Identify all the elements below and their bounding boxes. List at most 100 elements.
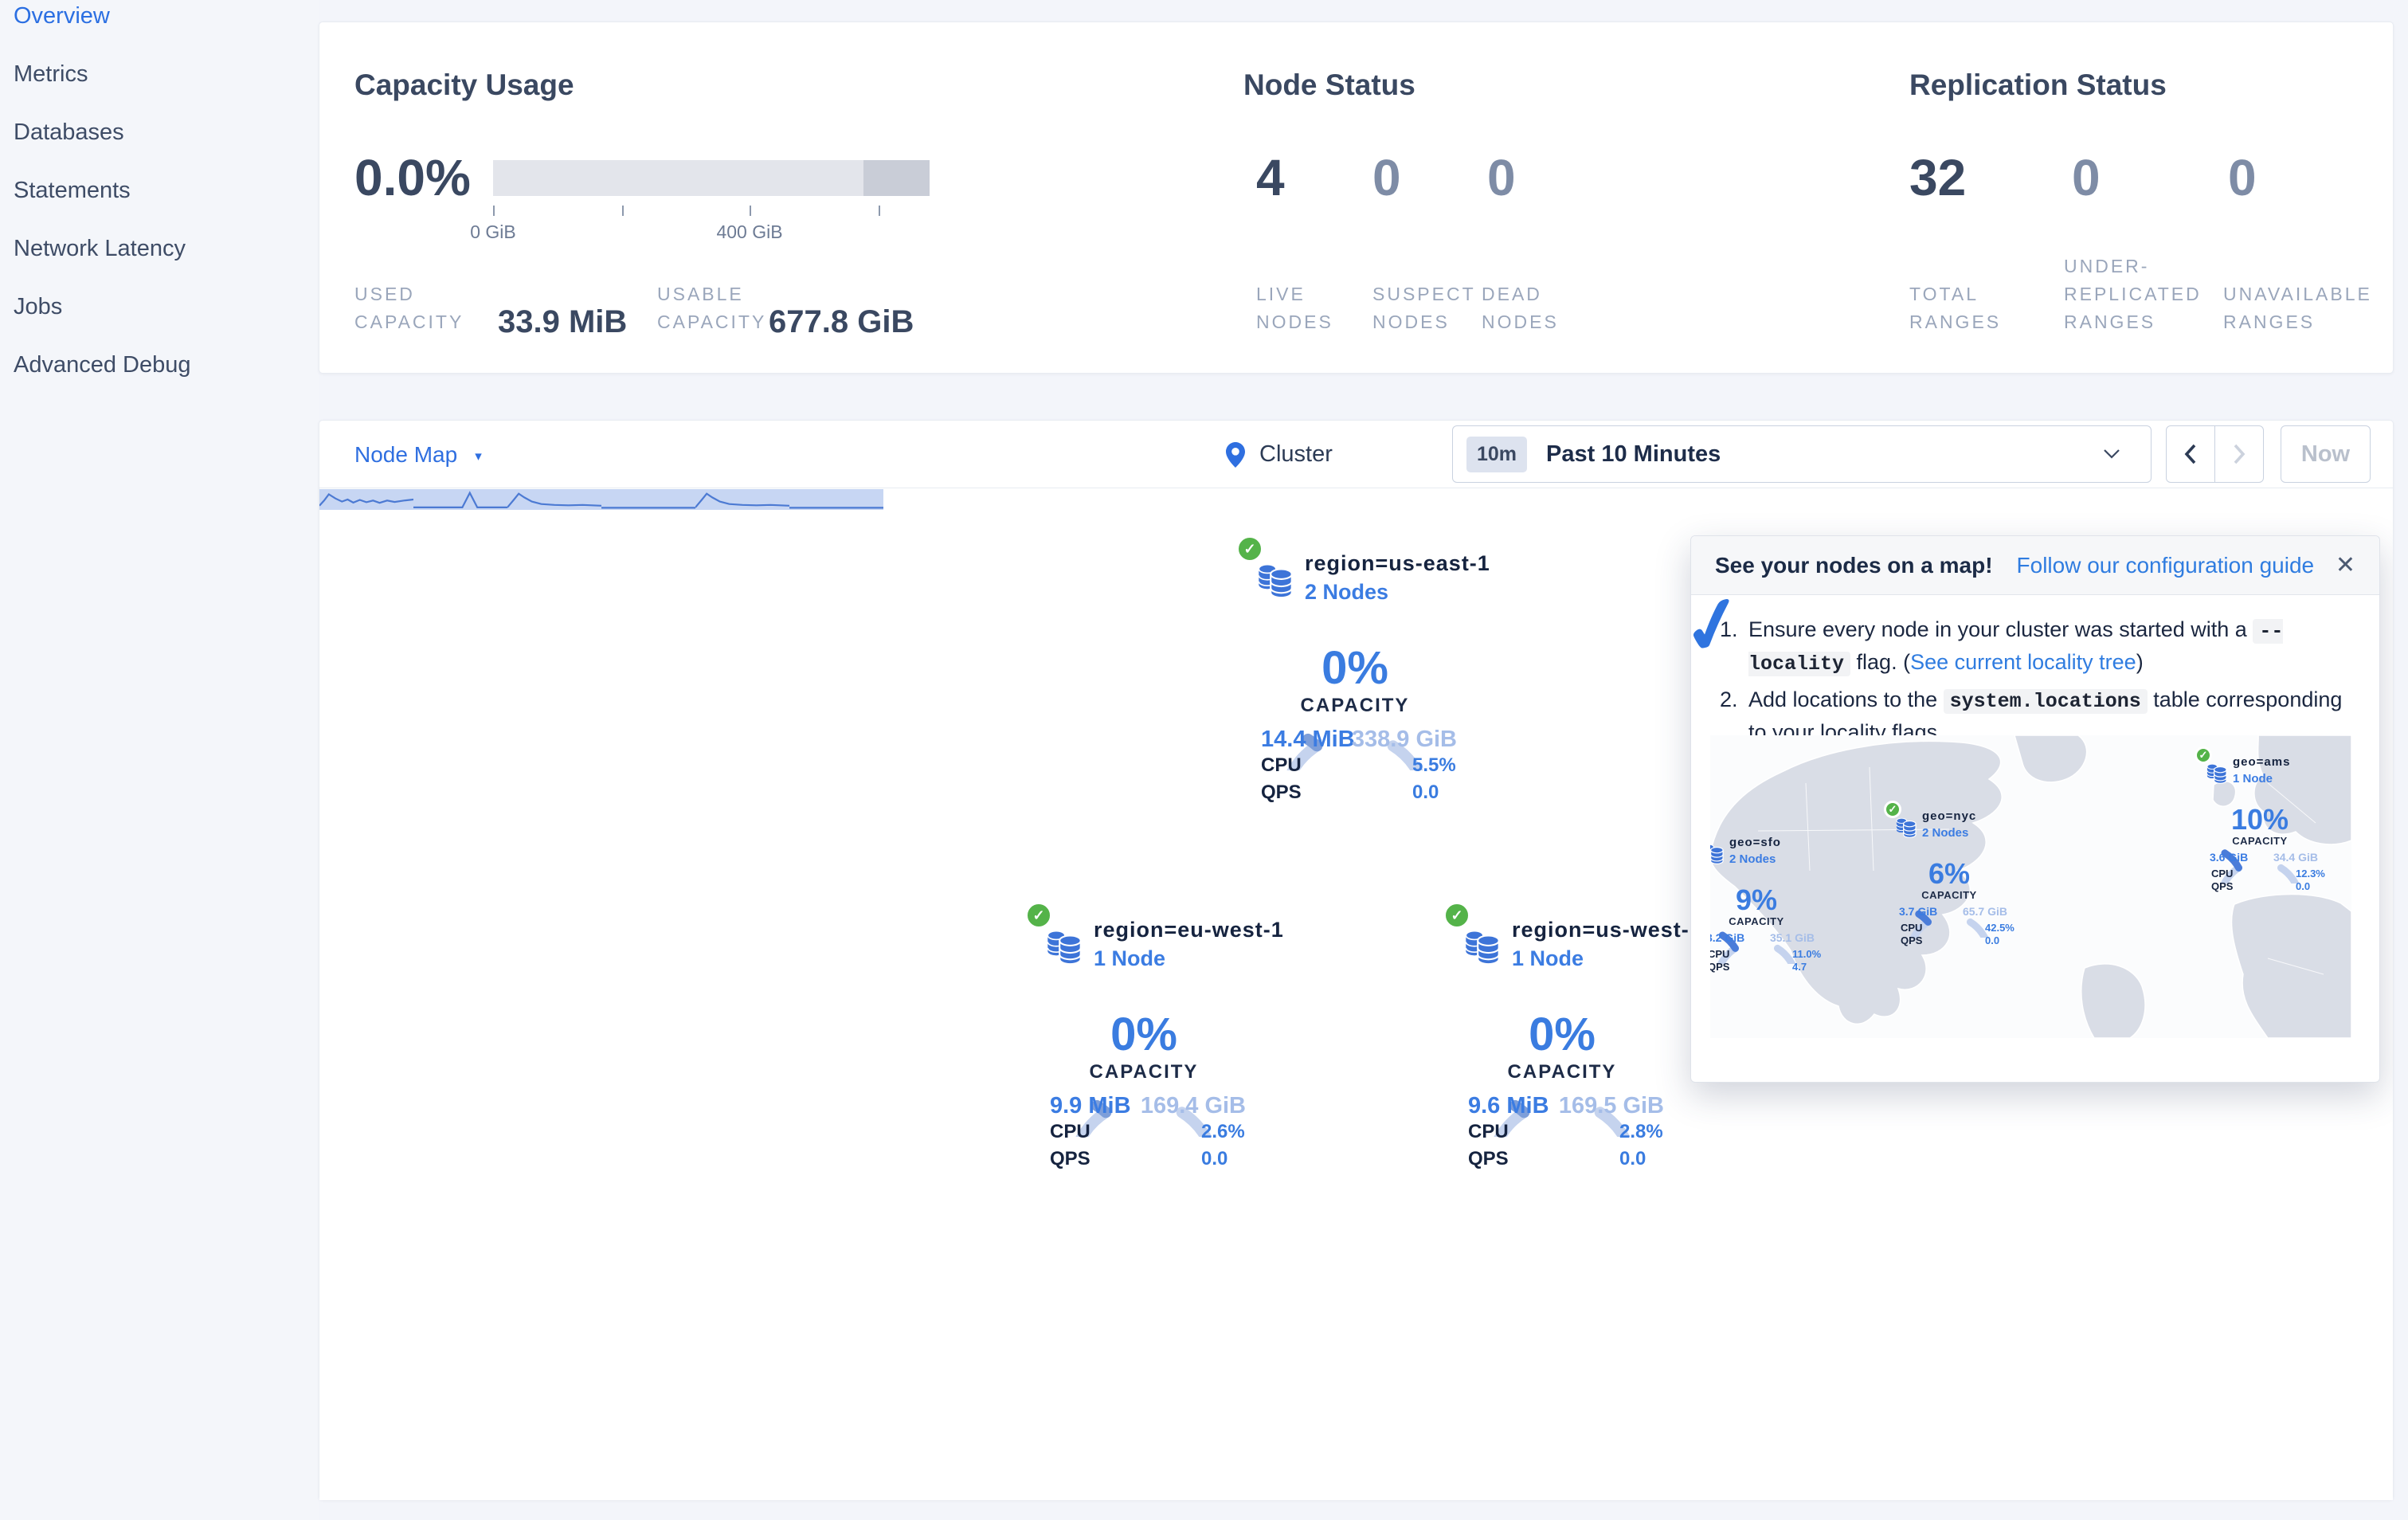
database-icon [1256, 559, 1294, 602]
healthy-check-badge: ✓ [2195, 746, 2212, 764]
sidebar-item-jobs[interactable]: Jobs [14, 294, 63, 319]
capacity-gauge-label: CAPACITY [1921, 889, 1977, 901]
world-map-image [1710, 735, 2351, 1038]
used-capacity-value: 9.6 MiB [1468, 1093, 1549, 1118]
time-range-dropdown[interactable]: 10m Past 10 Minutes [1452, 425, 2152, 483]
nodes-link[interactable]: 1 Node [1512, 946, 1584, 970]
healthy-check-badge: ✓ [1884, 801, 1901, 818]
summary-panel: Capacity Usage 0.0% 0 GiB 400 GiB USED CA… [319, 22, 2394, 374]
usable-capacity-value: 169.4 GiB [1140, 1093, 1246, 1118]
chevron-right-icon [2234, 444, 2246, 464]
locality-label: geo=sfo [1729, 836, 1781, 849]
usable-capacity-label: USABLE CAPACITY [657, 284, 767, 332]
capacity-percent: 0% [1321, 642, 1388, 694]
capacity-percent: 0% [1110, 1009, 1177, 1060]
capacity-gauge [1286, 733, 1423, 770]
replication-status-title: Replication Status [1909, 69, 2167, 101]
usable-capacity-value: 65.7 GiB [1962, 905, 2007, 918]
capacity-percent: 0% [1529, 1009, 1596, 1060]
capacity-usage-percent: 0.0% [354, 149, 471, 206]
used-capacity-value: 3.2 GiB [1710, 931, 1745, 944]
qps-label: QPS [1261, 782, 1302, 803]
sidebar-item-metrics[interactable]: Metrics [14, 61, 88, 87]
qps-value: 0.0 [1201, 1148, 1228, 1169]
time-range-badge: 10m [1466, 436, 1528, 472]
healthy-check-badge: ✓ [1025, 902, 1052, 929]
capacity-gauge [1075, 1099, 1212, 1137]
used-capacity-value: 3.6 GiB [2210, 851, 2249, 864]
replication-stat-label: TOTAL RANGES [1909, 284, 2002, 332]
cpu-label: CPU [1710, 948, 1730, 960]
node-status-stat-label: SUSPECT NODES [1372, 284, 1476, 332]
qps-sparkline [601, 489, 695, 510]
capacity-usage-bar [493, 160, 930, 196]
capacity-gauge-label: CAPACITY [1729, 915, 1784, 927]
popup-title: See your nodes on a map! [1715, 552, 1993, 578]
sidebar-item-network-latency[interactable]: Network Latency [14, 236, 186, 261]
used-capacity-value: 33.9 MiB [498, 304, 628, 339]
node-status-stat-value: 0 [1372, 149, 1401, 206]
nodes-link[interactable]: 1 Node [2233, 772, 2273, 785]
capacity-gauge [1909, 910, 1989, 938]
time-next-button[interactable] [2214, 425, 2264, 483]
popup-step-1: 1. Ensure every node in your cluster was … [1720, 614, 2355, 680]
breadcrumb: Cluster [1226, 421, 1333, 488]
nodes-link[interactable]: 2 Nodes [1922, 826, 1969, 840]
used-capacity-value: 9.9 MiB [1050, 1093, 1131, 1118]
usable-capacity-value: 34.4 GiB [2273, 851, 2318, 864]
usable-capacity-value: 677.8 GiB [769, 304, 914, 339]
capacity-axis-tick-label: 400 GiB [716, 221, 783, 242]
node-map-area: See your nodes on a map! Follow our conf… [319, 489, 2393, 1500]
capacity-gauge [2220, 849, 2300, 883]
qps-value: 0.0 [2296, 880, 2311, 892]
locality-label: region=us-west-1 [1512, 918, 1702, 942]
view-selector-label: Node Map [354, 441, 458, 467]
view-selector-dropdown[interactable]: Node Map ▾ [354, 421, 482, 488]
capacity-gauge-label: CAPACITY [1300, 695, 1410, 716]
popup-header: See your nodes on a map! Follow our conf… [1691, 536, 2379, 595]
qps-value: 4.7 [1792, 961, 1807, 973]
nodes-link[interactable]: 2 Nodes [1305, 580, 1389, 604]
node-status-stat-value: 4 [1256, 149, 1285, 206]
cpu-value: 2.8% [1619, 1121, 1663, 1142]
replication-stat-value: 32 [1909, 149, 1967, 206]
sidebar-item-overview[interactable]: Overview [14, 3, 110, 29]
locality-tree-link[interactable]: See current locality tree [1910, 650, 2136, 674]
sidebar-item-databases[interactable]: Databases [14, 119, 124, 145]
configuration-guide-link[interactable]: Follow our configuration guide [2016, 552, 2315, 578]
capacity-percent: 10% [2230, 803, 2289, 836]
chevron-left-icon [2184, 444, 2196, 464]
sidebar-item-advanced-debug[interactable]: Advanced Debug [14, 352, 191, 378]
qps-value: 0.0 [1619, 1148, 1646, 1169]
cpu-sparkline [695, 489, 790, 510]
node-status-title: Node Status [1243, 69, 1415, 101]
capacity-axis-tick [493, 206, 495, 216]
sidebar-item-statements[interactable]: Statements [14, 178, 131, 203]
now-button[interactable]: Now [2281, 425, 2371, 483]
locality-label: region=us-east-1 [1305, 551, 1490, 575]
popup-step-2: 2. Add locations to the system.locations … [1720, 684, 2355, 747]
node-map-config-popup: See your nodes on a map! Follow our conf… [1674, 535, 2380, 1083]
database-icon [2206, 761, 2228, 786]
breadcrumb-label: Cluster [1259, 441, 1333, 467]
step-text: Ensure every node in your cluster was st… [1748, 617, 2284, 676]
time-range-label: Past 10 Minutes [1546, 441, 1721, 467]
used-capacity-value: 14.4 MiB [1261, 727, 1355, 752]
nodes-link[interactable]: 2 Nodes [1729, 852, 1776, 866]
node-status-stat-label: LIVE NODES [1256, 284, 1333, 332]
qps-label: QPS [1901, 934, 1923, 946]
healthy-check-badge: ✓ [1443, 902, 1470, 929]
node-map-toolbar: Node Map ▾ Cluster 10m Past 10 Minutes [319, 421, 2393, 488]
time-prev-button[interactable] [2166, 425, 2215, 483]
capacity-gauge-label: CAPACITY [1089, 1061, 1199, 1083]
cpu-value: 5.5% [1412, 754, 1456, 776]
close-icon[interactable]: ✕ [2335, 552, 2355, 578]
qps-label: QPS [2211, 880, 2234, 892]
used-capacity-value: 3.7 GiB [1899, 905, 1938, 918]
replication-stat-label: UNAVAILABLE RANGES [2223, 284, 2372, 332]
nodes-link[interactable]: 1 Node [1094, 946, 1166, 970]
capacity-axis-tick [750, 206, 751, 216]
capacity-gauge [1717, 931, 1796, 964]
capacity-percent: 6% [1928, 857, 1971, 890]
